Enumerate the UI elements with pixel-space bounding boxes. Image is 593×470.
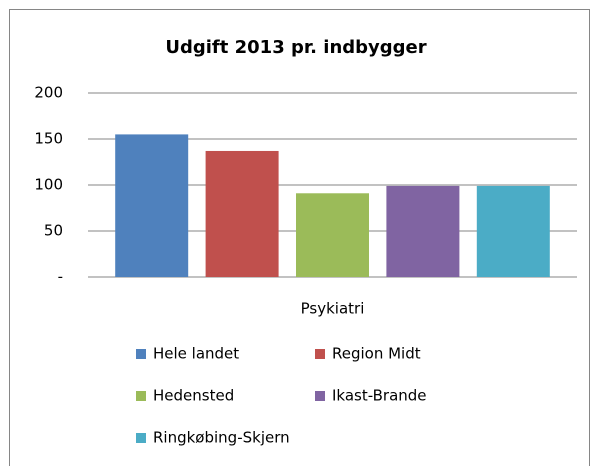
legend-swatch	[136, 433, 146, 443]
legend-swatch	[315, 391, 325, 401]
legend-label: Hedensted	[153, 387, 234, 405]
y-tick-label: 100	[34, 176, 63, 194]
bar	[476, 185, 550, 277]
y-tick-label: 150	[34, 130, 63, 148]
legend-label: Ringkøbing-Skjern	[153, 429, 290, 447]
legend-swatch	[315, 349, 325, 359]
chart-title: Udgift 2013 pr. indbygger	[165, 37, 426, 58]
legend-label: Hele landet	[153, 345, 239, 363]
legend-swatch	[136, 349, 146, 359]
y-tick-label: -	[58, 268, 63, 286]
legend-label: Ikast-Brande	[332, 387, 427, 405]
x-tick-label: Psykiatri	[301, 300, 365, 318]
y-tick-label: 50	[44, 222, 63, 240]
legend-label: Region Midt	[332, 345, 421, 363]
bar	[386, 185, 460, 277]
bar	[296, 193, 369, 277]
bar	[205, 150, 279, 277]
legend-swatch	[136, 391, 146, 401]
bar	[115, 134, 189, 277]
y-tick-label: 200	[34, 84, 63, 102]
